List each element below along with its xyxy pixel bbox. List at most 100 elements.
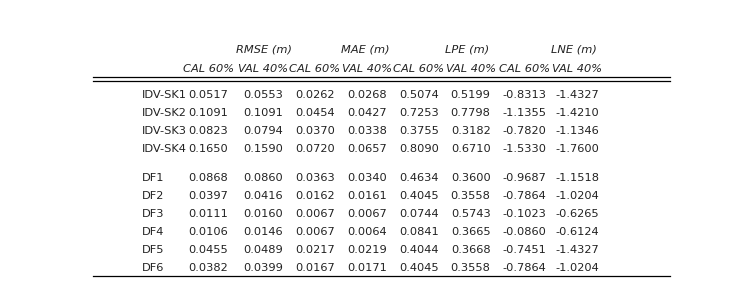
Text: VAL 40%: VAL 40% [342,64,392,74]
Text: -0.6265: -0.6265 [556,209,599,219]
Text: -0.0860: -0.0860 [502,227,546,237]
Text: 0.0720: 0.0720 [295,144,335,154]
Text: -0.9687: -0.9687 [502,173,546,183]
Text: 0.0160: 0.0160 [243,209,283,219]
Text: RMSE (m): RMSE (m) [236,45,292,55]
Text: 0.5743: 0.5743 [451,209,490,219]
Text: -1.0204: -1.0204 [556,191,599,201]
Text: -1.1518: -1.1518 [555,173,600,183]
Text: 0.0841: 0.0841 [399,227,439,237]
Text: -0.8313: -0.8313 [502,90,546,100]
Text: CAL 60%: CAL 60% [183,64,234,74]
Text: LPE (m): LPE (m) [445,45,489,55]
Text: -0.6124: -0.6124 [556,227,599,237]
Text: 0.0106: 0.0106 [188,227,228,237]
Text: 0.1091: 0.1091 [243,108,283,118]
Text: 0.0064: 0.0064 [347,227,387,237]
Text: -1.1355: -1.1355 [502,108,546,118]
Text: 0.0162: 0.0162 [295,191,335,201]
Text: 0.0111: 0.0111 [188,209,228,219]
Text: 0.3600: 0.3600 [451,173,490,183]
Text: 0.1590: 0.1590 [243,144,283,154]
Text: 0.0171: 0.0171 [347,263,387,273]
Text: 0.0454: 0.0454 [295,108,335,118]
Text: -0.7864: -0.7864 [502,191,546,201]
Text: 0.3558: 0.3558 [451,263,490,273]
Text: IDV-SK1: IDV-SK1 [142,90,187,100]
Text: 0.0268: 0.0268 [347,90,387,100]
Text: 0.1091: 0.1091 [188,108,228,118]
Text: 0.0427: 0.0427 [347,108,387,118]
Text: IDV-SK3: IDV-SK3 [142,126,187,136]
Text: 0.7798: 0.7798 [451,108,490,118]
Text: 0.0489: 0.0489 [243,245,283,255]
Text: 0.3182: 0.3182 [451,126,490,136]
Text: DF6: DF6 [142,263,164,273]
Text: 0.0868: 0.0868 [188,173,228,183]
Text: IDV-SK4: IDV-SK4 [142,144,187,154]
Text: 0.3665: 0.3665 [451,227,490,237]
Text: DF5: DF5 [142,245,164,255]
Text: 0.0262: 0.0262 [295,90,335,100]
Text: VAL 40%: VAL 40% [446,64,496,74]
Text: CAL 60%: CAL 60% [394,64,444,74]
Text: -1.5330: -1.5330 [502,144,546,154]
Text: DF1: DF1 [142,173,164,183]
Text: 0.4045: 0.4045 [399,263,439,273]
Text: IDV-SK2: IDV-SK2 [142,108,187,118]
Text: -0.7451: -0.7451 [502,245,546,255]
Text: 0.0067: 0.0067 [347,209,387,219]
Text: 0.5074: 0.5074 [399,90,439,100]
Text: -1.4327: -1.4327 [556,245,599,255]
Text: 0.0553: 0.0553 [243,90,283,100]
Text: 0.5199: 0.5199 [451,90,490,100]
Text: VAL 40%: VAL 40% [238,64,288,74]
Text: 0.0744: 0.0744 [399,209,439,219]
Text: CAL 60%: CAL 60% [498,64,550,74]
Text: 0.0370: 0.0370 [295,126,335,136]
Text: 0.6710: 0.6710 [451,144,490,154]
Text: 0.0397: 0.0397 [188,191,228,201]
Text: 0.0657: 0.0657 [347,144,387,154]
Text: 0.0338: 0.0338 [347,126,387,136]
Text: 0.1650: 0.1650 [188,144,228,154]
Text: 0.7253: 0.7253 [399,108,439,118]
Text: -1.1346: -1.1346 [556,126,599,136]
Text: -1.4327: -1.4327 [556,90,599,100]
Text: 0.4044: 0.4044 [399,245,438,255]
Text: 0.4634: 0.4634 [399,173,438,183]
Text: 0.0860: 0.0860 [243,173,283,183]
Text: VAL 40%: VAL 40% [552,64,603,74]
Text: 0.0217: 0.0217 [295,245,335,255]
Text: DF3: DF3 [142,209,164,219]
Text: 0.0823: 0.0823 [188,126,228,136]
Text: MAE (m): MAE (m) [341,45,390,55]
Text: -1.4210: -1.4210 [556,108,599,118]
Text: -0.7820: -0.7820 [502,126,546,136]
Text: -0.1023: -0.1023 [502,209,546,219]
Text: -1.0204: -1.0204 [556,263,599,273]
Text: 0.0399: 0.0399 [243,263,283,273]
Text: -0.7864: -0.7864 [502,263,546,273]
Text: 0.0363: 0.0363 [295,173,335,183]
Text: 0.0382: 0.0382 [188,263,228,273]
Text: 0.4045: 0.4045 [399,191,439,201]
Text: 0.0416: 0.0416 [243,191,283,201]
Text: 0.0517: 0.0517 [188,90,228,100]
Text: 0.0161: 0.0161 [347,191,387,201]
Text: 0.0146: 0.0146 [243,227,283,237]
Text: 0.0067: 0.0067 [295,227,335,237]
Text: 0.0340: 0.0340 [347,173,387,183]
Text: LNE (m): LNE (m) [551,45,597,55]
Text: 0.3755: 0.3755 [399,126,439,136]
Text: 0.0219: 0.0219 [347,245,387,255]
Text: 0.3558: 0.3558 [451,191,490,201]
Text: CAL 60%: CAL 60% [289,64,341,74]
Text: 0.8090: 0.8090 [399,144,439,154]
Text: 0.0455: 0.0455 [188,245,228,255]
Text: DF2: DF2 [142,191,164,201]
Text: 0.0167: 0.0167 [295,263,335,273]
Text: DF4: DF4 [142,227,164,237]
Text: 0.0794: 0.0794 [243,126,283,136]
Text: -1.7600: -1.7600 [556,144,599,154]
